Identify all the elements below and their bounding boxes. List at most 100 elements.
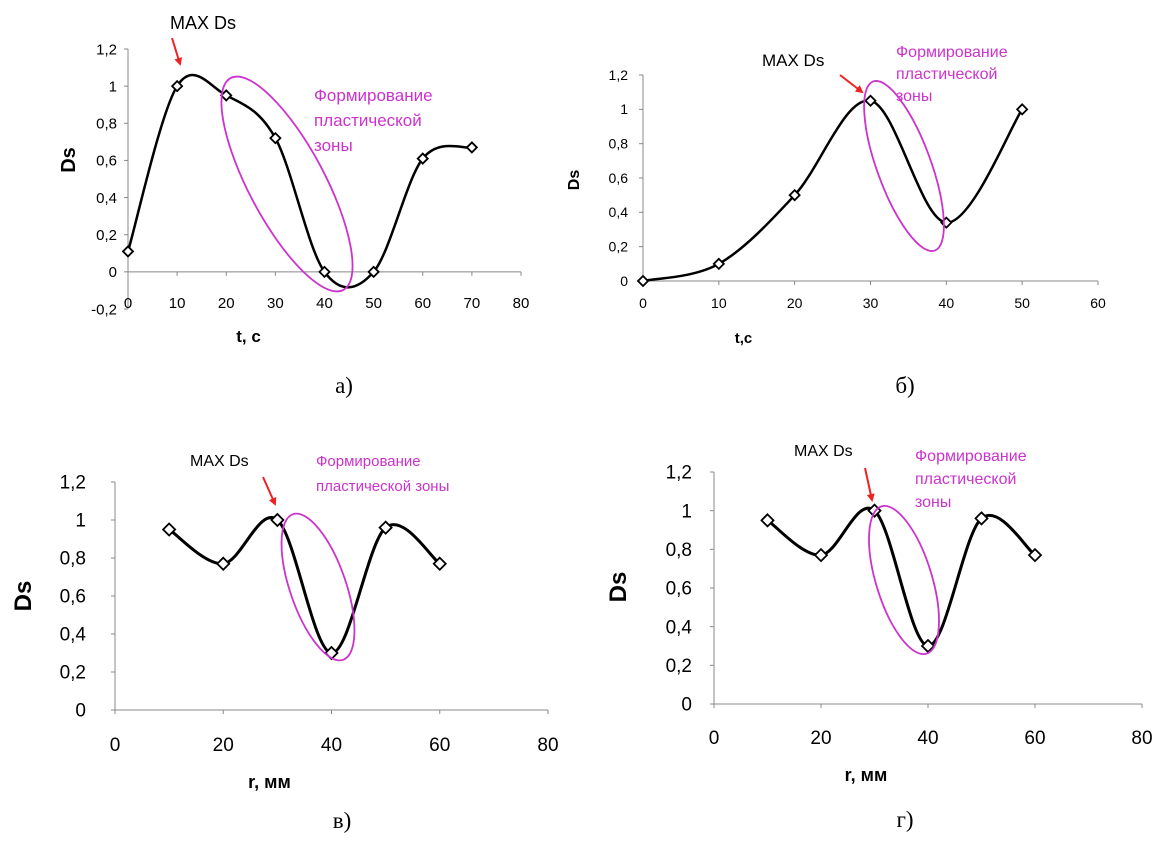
panel-label: г) bbox=[896, 807, 913, 832]
x-tick-label: 20 bbox=[213, 735, 234, 756]
x-tick-label: 30 bbox=[267, 295, 284, 312]
x-tick-label: 0 bbox=[110, 735, 121, 756]
y-tick-label: 0 bbox=[620, 273, 628, 289]
data-point bbox=[416, 152, 430, 165]
max-ds-label: MAX Ds bbox=[762, 51, 824, 70]
data-point bbox=[170, 79, 184, 93]
panel-label: а) bbox=[335, 373, 353, 398]
x-tick-label: 40 bbox=[939, 295, 955, 311]
max-arrow bbox=[171, 37, 183, 66]
data-point bbox=[269, 131, 282, 145]
data-point bbox=[219, 89, 233, 102]
y-tick-label: 0,8 bbox=[96, 116, 117, 133]
zone-label-line: пластической bbox=[896, 66, 997, 83]
data-point bbox=[465, 141, 479, 154]
x-tick-label: 20 bbox=[787, 295, 803, 311]
data-point bbox=[788, 188, 801, 202]
y-axis-title: Ds bbox=[58, 147, 80, 173]
y-axis-title: Ds bbox=[605, 572, 632, 603]
y-tick-label: 0,6 bbox=[96, 153, 117, 170]
x-tick-label: 60 bbox=[414, 295, 431, 312]
chart-panel-4: 0 0,2 0,4 0,6 0,8 1 1,2 0 20 40 60 80 r, мм Ds MAX Ds Ф… bbox=[605, 443, 1153, 832]
y-tick-label: 0,2 bbox=[666, 656, 692, 677]
x-tick-label: 0 bbox=[639, 295, 647, 311]
x-tick-label: 0 bbox=[709, 728, 720, 749]
x-axis-title: r, мм bbox=[845, 765, 888, 785]
x-axis-title: r, мм bbox=[248, 772, 291, 792]
y-tick-label: 1 bbox=[620, 101, 628, 117]
data-point bbox=[712, 257, 726, 271]
data-point bbox=[161, 522, 177, 537]
x-tick-label: 40 bbox=[316, 295, 333, 312]
y-tick-label: 1,2 bbox=[60, 473, 86, 494]
data-point bbox=[121, 245, 135, 258]
zone-label-line: Формирование bbox=[915, 448, 1027, 465]
max-ds-label: MAX Ds bbox=[170, 13, 236, 33]
panel-label: в) bbox=[333, 808, 352, 833]
x-tick-label: 80 bbox=[513, 295, 530, 312]
y-tick-label: 0,4 bbox=[666, 617, 693, 638]
y-tick-label: 0,4 bbox=[60, 625, 87, 646]
x-tick-label: 60 bbox=[1090, 295, 1106, 311]
y-tick-label: 0,6 bbox=[609, 170, 629, 186]
x-tick-label: 40 bbox=[917, 728, 938, 749]
max-ds-label: MAX Ds bbox=[794, 443, 853, 460]
y-tick-label: 1,2 bbox=[666, 463, 692, 484]
zone-label-line: Формирование bbox=[896, 44, 1008, 61]
y-tick-label: 1 bbox=[109, 78, 117, 95]
y-tick-label: 0,4 bbox=[96, 190, 117, 207]
series-line bbox=[168, 516, 441, 655]
zone-label-line: зоны bbox=[314, 136, 353, 155]
y-tick-label: 0,2 bbox=[96, 227, 117, 244]
plastic-zone-ellipse bbox=[863, 80, 945, 252]
chart-panel-2: 0 0,2 0,4 0,6 0,8 1 1,2 0 10 20 30 40 50 60 t,c Ds MAX D… bbox=[566, 44, 1106, 398]
x-tick-label: 60 bbox=[429, 735, 450, 756]
data-point bbox=[636, 274, 650, 288]
y-tick-label: 0,8 bbox=[60, 549, 86, 570]
plastic-zone-ellipse bbox=[280, 512, 356, 662]
y-tick-label: 1,2 bbox=[609, 67, 629, 83]
series-line bbox=[642, 99, 1024, 283]
zone-label-line: зоны bbox=[915, 494, 951, 511]
zone-label-line: зоны bbox=[896, 88, 932, 105]
zone-label-line: пластической зоны bbox=[316, 478, 449, 495]
y-tick-label: 0 bbox=[681, 695, 692, 716]
data-point bbox=[864, 94, 877, 108]
data-point bbox=[1015, 103, 1029, 116]
y-tick-label: 0,6 bbox=[60, 587, 86, 608]
max-arrow bbox=[262, 476, 277, 506]
zone-label-line: пластической bbox=[915, 471, 1016, 488]
y-tick-label: 0 bbox=[75, 701, 86, 722]
y-tick-label: 0,4 bbox=[609, 204, 629, 220]
x-tick-label: 30 bbox=[863, 295, 879, 311]
data-point bbox=[378, 520, 393, 535]
panel-label: б) bbox=[895, 373, 914, 398]
x-tick-label: 50 bbox=[1014, 295, 1030, 311]
data-point bbox=[270, 512, 285, 528]
x-tick-label: 80 bbox=[537, 735, 558, 756]
x-tick-label: 20 bbox=[218, 295, 235, 312]
zone-label-line: Формирование bbox=[314, 86, 433, 105]
data-point bbox=[974, 511, 989, 526]
x-axis-title: t, c bbox=[236, 327, 261, 346]
x-tick-label: 60 bbox=[1024, 728, 1045, 749]
y-tick-label: 1 bbox=[75, 511, 86, 532]
y-tick-label: -0,2 bbox=[91, 301, 117, 318]
x-tick-label: 40 bbox=[321, 735, 342, 756]
zone-label-line: пластической bbox=[314, 111, 422, 130]
chart-panel-3: 0 0,2 0,4 0,6 0,8 1 1,2 0 20 40 60 80 r, мм Ds MAX Ds Ф… bbox=[10, 453, 559, 833]
y-tick-label: 1 bbox=[681, 501, 692, 522]
data-point bbox=[318, 265, 331, 279]
x-axis-title: t,c bbox=[735, 330, 753, 347]
zone-label-line: Формирование bbox=[316, 453, 421, 470]
y-tick-label: 0 bbox=[109, 264, 117, 281]
x-tick-label: 10 bbox=[711, 295, 727, 311]
y-tick-label: 0,8 bbox=[666, 540, 692, 561]
data-point bbox=[367, 265, 380, 279]
series-line bbox=[126, 73, 473, 289]
y-tick-label: 0,2 bbox=[60, 663, 86, 684]
y-tick-label: 1,2 bbox=[96, 41, 117, 58]
y-axis-title: Ds bbox=[10, 581, 37, 612]
max-ds-label: MAX Ds bbox=[190, 453, 249, 470]
